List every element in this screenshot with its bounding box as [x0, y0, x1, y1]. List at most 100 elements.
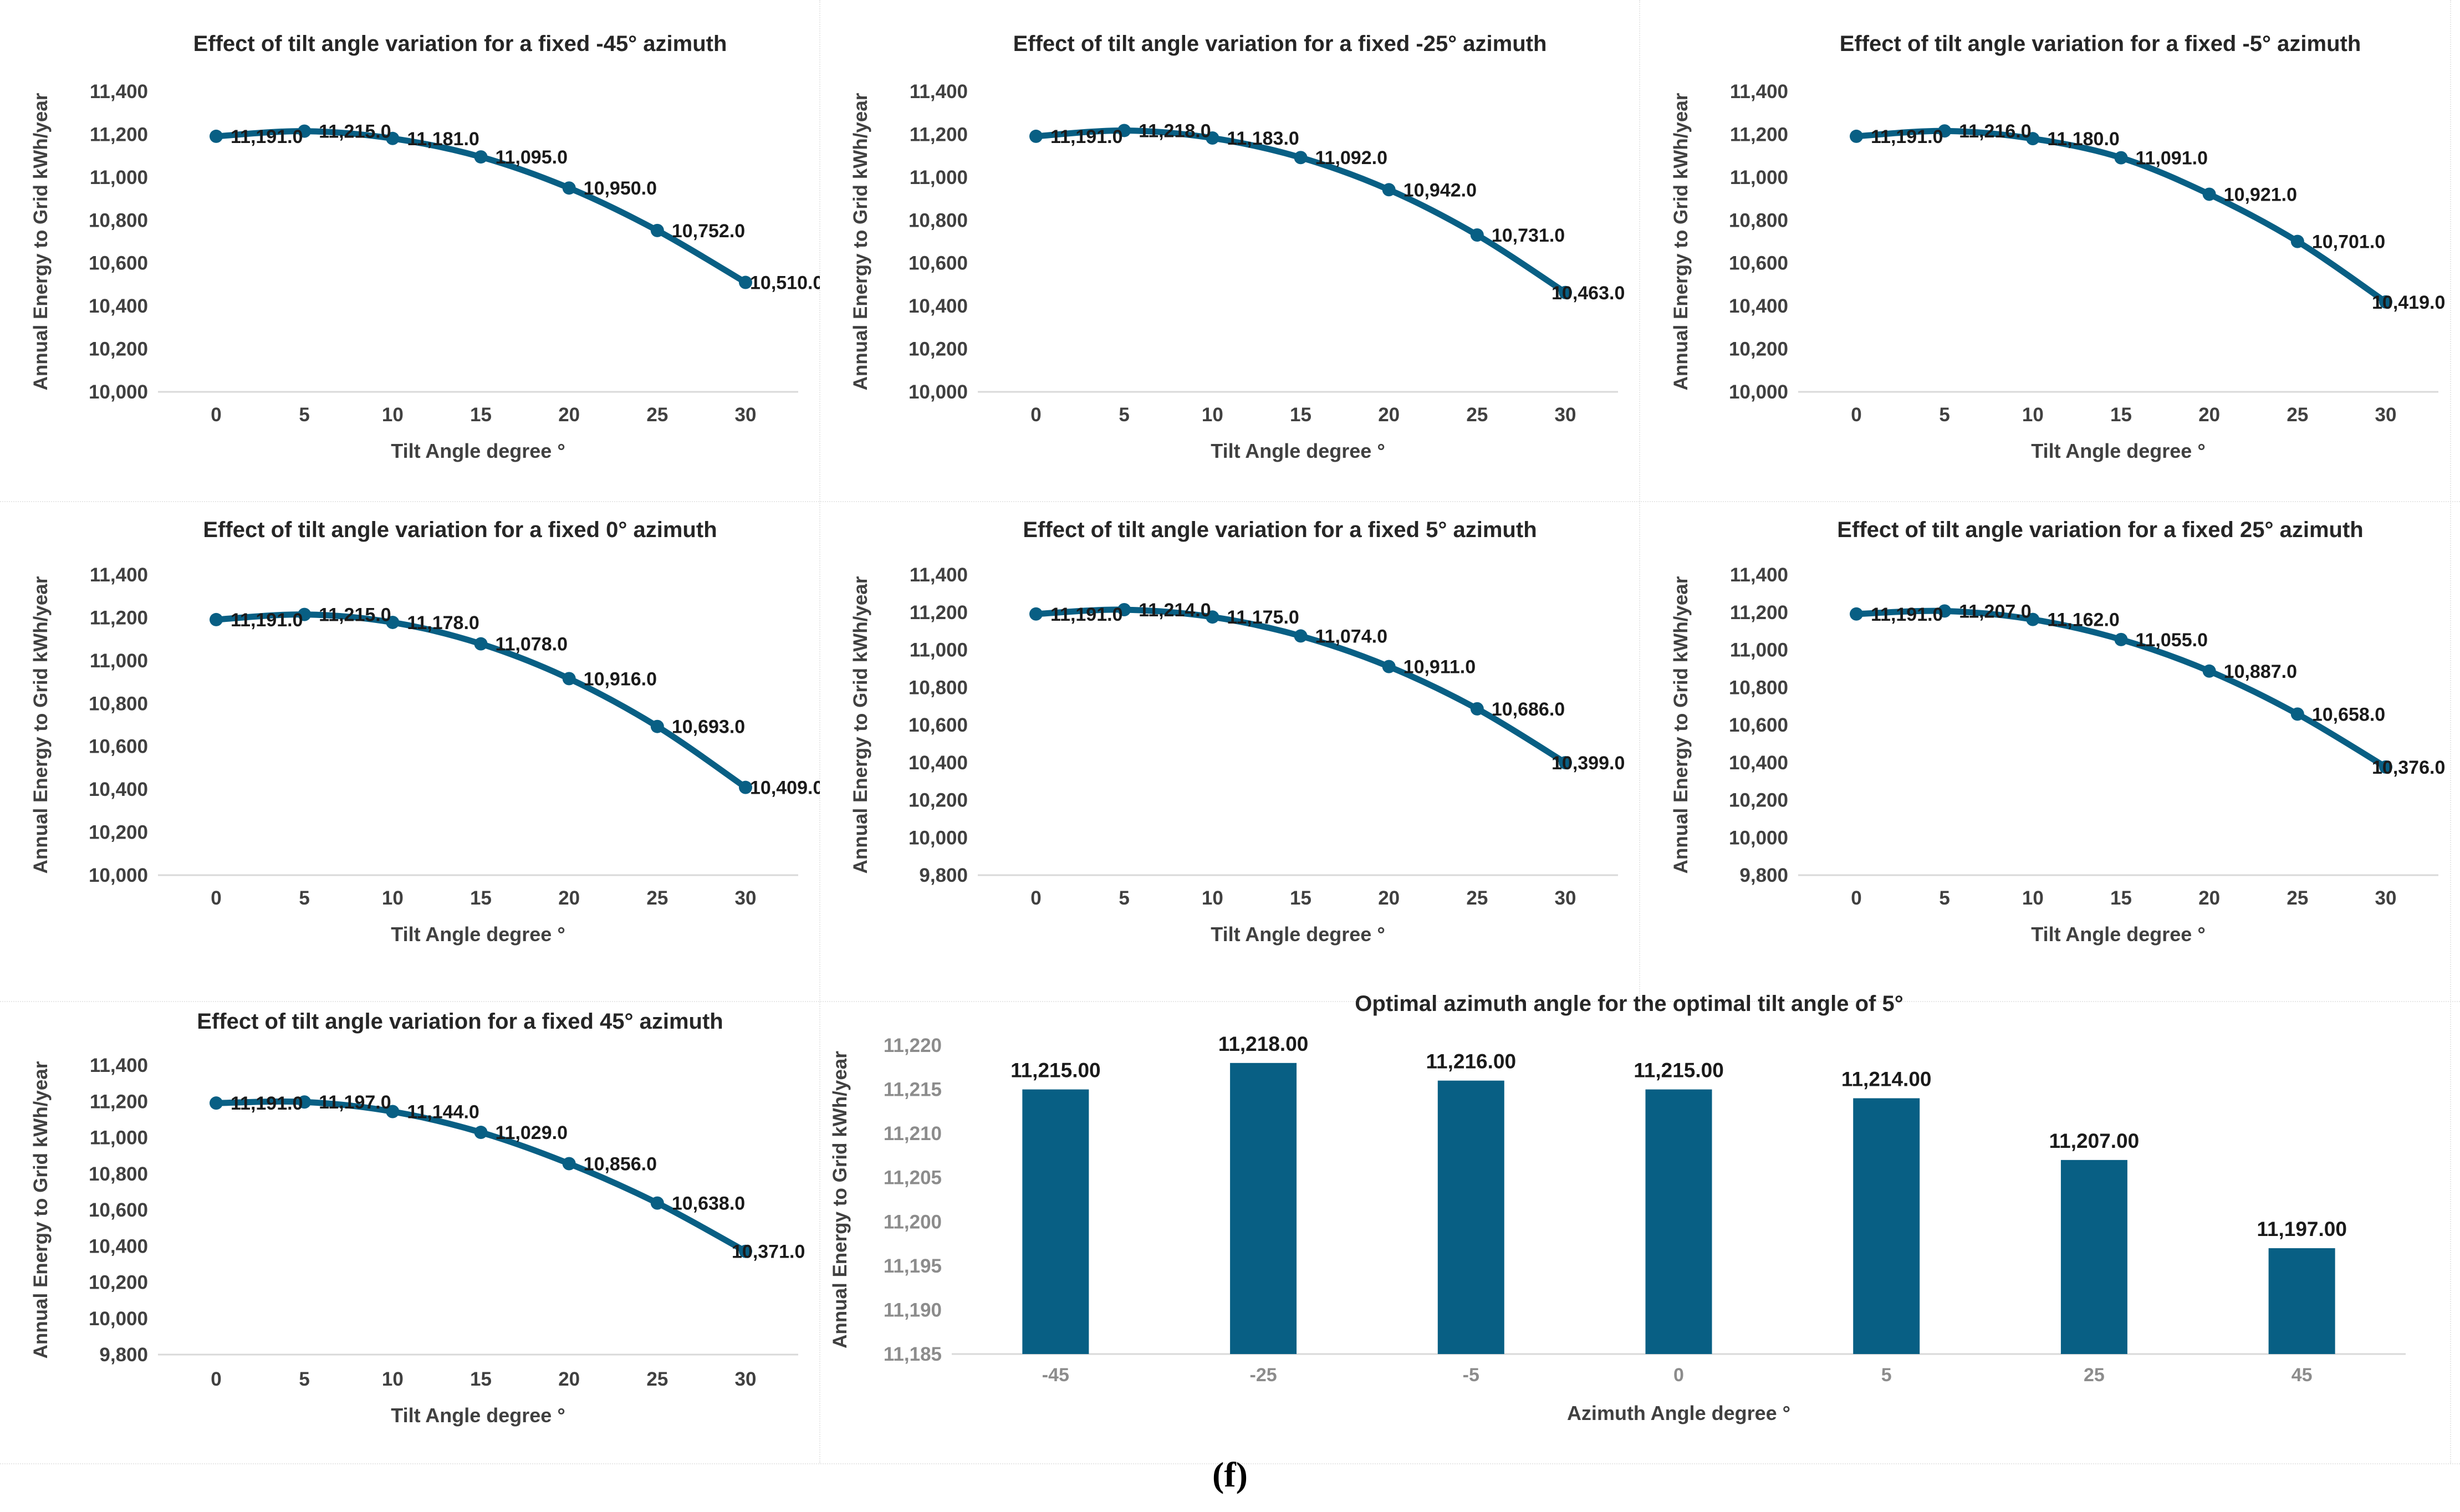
x-axis-tick-label: 10: [1202, 887, 1223, 909]
data-point-label: 11,181.0: [407, 129, 479, 150]
x-axis-title: Tilt Angle degree °: [391, 923, 565, 946]
y-axis-tick-label: 10,600: [1729, 714, 1788, 736]
data-point-label: 10,658.0: [2312, 704, 2385, 725]
y-axis-tick-label: 10,000: [89, 865, 148, 886]
series-line: [213, 1098, 749, 1255]
data-point-marker: [1938, 124, 1952, 138]
x-axis-tick-label: 5: [1119, 404, 1129, 426]
x-axis-tick-label: 15: [470, 404, 492, 426]
x-axis-tick-label: 15: [1290, 404, 1311, 426]
data-point-marker: [2202, 664, 2216, 678]
data-point-marker: [1850, 607, 1863, 621]
data-point-marker: [1470, 702, 1484, 716]
x-axis-tick-label: 20: [2198, 887, 2220, 909]
data-point-marker: [1117, 603, 1131, 617]
line-chart-azimuth-neg25: Effect of tilt angle variation for a fix…: [820, 0, 1640, 502]
y-axis-tick-label: 11,200: [884, 1211, 942, 1233]
data-point-marker: [650, 223, 664, 237]
data-point-label: 11,095.0: [496, 147, 568, 168]
y-axis-tick-label: 9,800: [1739, 865, 1788, 886]
y-axis-title: Annual Energy to Grid kWh/year: [30, 93, 52, 390]
data-point-label: 11,218.0: [1139, 120, 1211, 141]
x-axis-tick-label: 0: [1030, 887, 1041, 909]
data-point-marker: [739, 1244, 752, 1258]
y-axis-tick-label: 10,400: [89, 295, 148, 317]
y-axis-tick-label: 10,200: [909, 339, 968, 360]
y-axis-tick-label: 10,200: [1729, 339, 1788, 360]
data-point-label: 11,074.0: [1315, 626, 1387, 647]
data-point-label: 11,215.0: [319, 121, 391, 142]
y-axis-tick-label: 11,185: [884, 1344, 942, 1365]
x-axis-tick-label: 25: [1466, 404, 1488, 426]
y-axis-title: Annual Energy to Grid kWh/year: [850, 576, 871, 874]
y-axis-title: Annual Energy to Grid kWh/year: [829, 1051, 851, 1348]
bar-value-label: 11,216.00: [1426, 1050, 1517, 1073]
data-point-label: 11,029.0: [496, 1122, 568, 1143]
x-axis-title: Tilt Angle degree °: [1211, 440, 1385, 462]
chart-title: Effect of tilt angle variation for a fix…: [1023, 518, 1537, 542]
y-axis-tick-label: 10,600: [89, 1199, 148, 1221]
data-point-label: 11,092.0: [1315, 147, 1387, 168]
data-point-label: 11,180.0: [2047, 129, 2119, 150]
x-axis-tick-label: 20: [1378, 887, 1400, 909]
data-point-label: 11,191.0: [1050, 604, 1122, 625]
chart-canvas: Effect of tilt angle variation for a fix…: [30, 518, 820, 946]
y-axis-tick-label: 11,000: [90, 650, 148, 672]
chart-title: Effect of tilt angle variation for a fix…: [193, 32, 727, 56]
data-point-marker: [739, 780, 752, 794]
bar: [1022, 1089, 1089, 1354]
data-point-marker: [1559, 756, 1572, 770]
data-point-label: 11,197.0: [319, 1092, 391, 1113]
x-axis-title: Tilt Angle degree °: [2031, 923, 2205, 946]
data-point-marker: [2202, 187, 2216, 201]
data-point-label: 10,686.0: [1492, 699, 1565, 720]
bar: [1853, 1098, 1920, 1354]
bar: [1645, 1089, 1712, 1354]
x-axis-tick-label: -45: [1042, 1365, 1069, 1386]
y-axis-tick-label: 11,210: [884, 1123, 942, 1145]
data-point-marker: [2290, 234, 2304, 248]
data-point-label: 10,731.0: [1492, 225, 1565, 246]
data-point-label: 11,191.0: [231, 126, 303, 147]
data-point-label: 10,950.0: [584, 178, 657, 199]
data-point-marker: [562, 181, 576, 195]
data-point-marker: [386, 131, 400, 145]
y-axis-tick-label: 10,200: [89, 822, 148, 844]
x-axis-tick-label: 5: [1881, 1365, 1892, 1386]
y-axis-tick-label: 10,600: [1729, 253, 1788, 274]
y-axis-tick-label: 11,215: [884, 1079, 942, 1101]
chart-canvas: Effect of tilt angle variation for a fix…: [850, 32, 1625, 462]
x-axis-tick-label: 30: [735, 404, 757, 426]
data-point-marker: [2379, 295, 2392, 309]
figure-caption: (f): [1212, 1455, 1248, 1494]
data-point-marker: [298, 1095, 312, 1109]
data-point-label: 11,175.0: [1227, 607, 1299, 628]
data-point-marker: [1029, 129, 1043, 143]
bar-value-label: 11,215.00: [1010, 1059, 1101, 1082]
y-axis-tick-label: 10,000: [909, 827, 968, 849]
data-point-marker: [739, 275, 752, 289]
x-axis-tick-label: 10: [1202, 404, 1223, 426]
chart-canvas: Effect of tilt angle variation for a fix…: [1670, 32, 2445, 462]
data-point-marker: [298, 124, 312, 138]
y-axis-tick-label: 10,400: [1729, 295, 1788, 317]
y-axis-tick-label: 11,000: [1730, 640, 1788, 661]
data-point-label: 11,191.0: [231, 610, 303, 631]
chart-title: Optimal azimuth angle for the optimal ti…: [1355, 992, 1903, 1016]
data-point-marker: [562, 1157, 576, 1171]
y-axis-tick-label: 10,800: [89, 1163, 148, 1185]
y-axis-title: Annual Energy to Grid kWh/year: [1670, 93, 1692, 390]
chart-title: Effect of tilt angle variation for a fix…: [203, 518, 717, 542]
y-axis-tick-label: 11,200: [1730, 124, 1788, 145]
bar-value-label: 11,214.00: [1841, 1067, 1932, 1090]
x-axis-tick-label: 25: [2287, 887, 2308, 909]
bar: [2060, 1159, 2127, 1354]
y-axis-tick-label: 11,200: [90, 124, 148, 145]
data-point-label: 11,144.0: [407, 1102, 479, 1123]
x-axis-title: Tilt Angle degree °: [2031, 440, 2205, 462]
data-point-marker: [474, 1126, 488, 1140]
x-axis-tick-label: 30: [735, 1368, 757, 1390]
data-point-marker: [650, 1196, 664, 1210]
line-chart-azimuth-25: Effect of tilt angle variation for a fix…: [1640, 502, 2460, 1003]
y-axis-tick-label: 10,800: [1729, 210, 1788, 231]
